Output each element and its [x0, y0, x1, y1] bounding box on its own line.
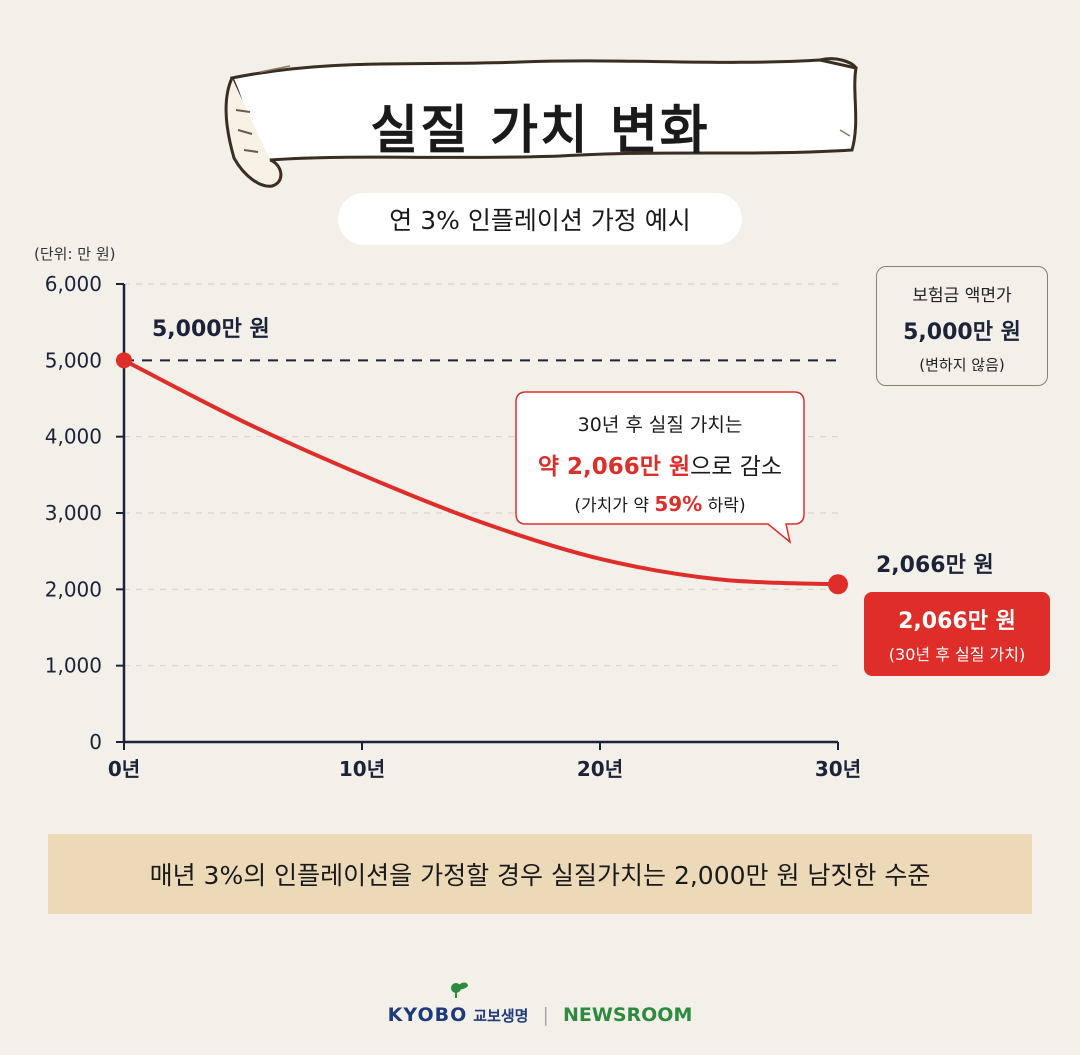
- end-value-box: 2,066만 원 (30년 후 실질 가치): [864, 592, 1050, 676]
- y-tick-label: 0: [89, 730, 102, 754]
- footer-brand: KYOBO: [387, 1004, 468, 1026]
- y-tick-label: 2,000: [45, 577, 102, 601]
- footer-newsroom: NEWSROOM: [562, 1004, 693, 1026]
- face-value-box: 보험금 액면가 5,000만 원 (변하지 않음): [876, 266, 1048, 386]
- tick-layer: 0 1,000 2,000 3,000 4,000 5,000 6,000 0년 10년 20년 3…: [45, 272, 861, 781]
- callout-text: 30년 후 실질 가치는 약 2,066만 원으로 감소 (가치가 약 59% …: [518, 410, 802, 516]
- footer: KYOBO 교보생명 | NEWSROOM: [0, 1004, 1080, 1026]
- line-chart: 0 1,000 2,000 3,000 4,000 5,000 6,000 0년 10년 20년 3…: [45, 272, 994, 781]
- page-title: 실질 가치 변화: [370, 101, 710, 161]
- footer-divider: |: [542, 1004, 549, 1026]
- callout-bubble: [515, 391, 805, 544]
- subtitle-pill: 연 3% 인플레이션 가정 예시: [338, 193, 742, 245]
- series-line: [122, 358, 840, 587]
- unit-label: (단위: 만 원): [34, 245, 116, 263]
- callout-line3: (가치가 약 59% 하락): [518, 491, 802, 516]
- x-tick-label: 0년: [108, 757, 140, 781]
- footer-brand-kor: 교보생명: [473, 1007, 529, 1025]
- title-banner: [224, 57, 858, 188]
- callout-line2-rest: 으로 감소: [690, 454, 783, 480]
- callout-line3-post: 하락): [702, 496, 746, 516]
- end-value-caption: (30년 후 실질 가치): [888, 645, 1026, 664]
- kyobo-leaf-icon: [451, 982, 468, 998]
- callout-line2: 약 2,066만 원으로 감소: [518, 447, 802, 481]
- x-tick-label: 10년: [339, 757, 385, 781]
- x-tick-label: 20년: [577, 757, 623, 781]
- face-value-amount: 5,000만 원: [903, 320, 1021, 345]
- summary-note: 매년 3%의 인플레이션을 가정할 경우 실질가치는 2,000만 원 남짓한 …: [48, 834, 1032, 914]
- end-point-label: 2,066만 원: [876, 553, 994, 578]
- y-tick-label: 1,000: [45, 654, 102, 678]
- y-tick-label: 4,000: [45, 425, 102, 449]
- face-value-title: 보험금 액면가: [912, 286, 1012, 306]
- callout-line3-pre: (가치가 약: [574, 496, 655, 516]
- callout-highlight-percent: 59%: [654, 492, 703, 516]
- y-tick-label: 5,000: [45, 348, 102, 372]
- callout-highlight-amount: 약 2,066만 원: [537, 454, 691, 480]
- face-value-note: (변하지 않음): [919, 356, 1005, 374]
- end-value-amount: 2,066만 원: [898, 609, 1016, 634]
- y-tick-label: 3,000: [45, 501, 102, 525]
- end-point: [828, 574, 848, 595]
- y-tick-label: 6,000: [45, 272, 102, 296]
- callout-line1: 30년 후 실질 가치는: [577, 414, 743, 436]
- start-point: [116, 352, 132, 369]
- x-tick-label: 30년: [815, 757, 861, 781]
- start-point-label: 5,000만 원: [152, 317, 270, 342]
